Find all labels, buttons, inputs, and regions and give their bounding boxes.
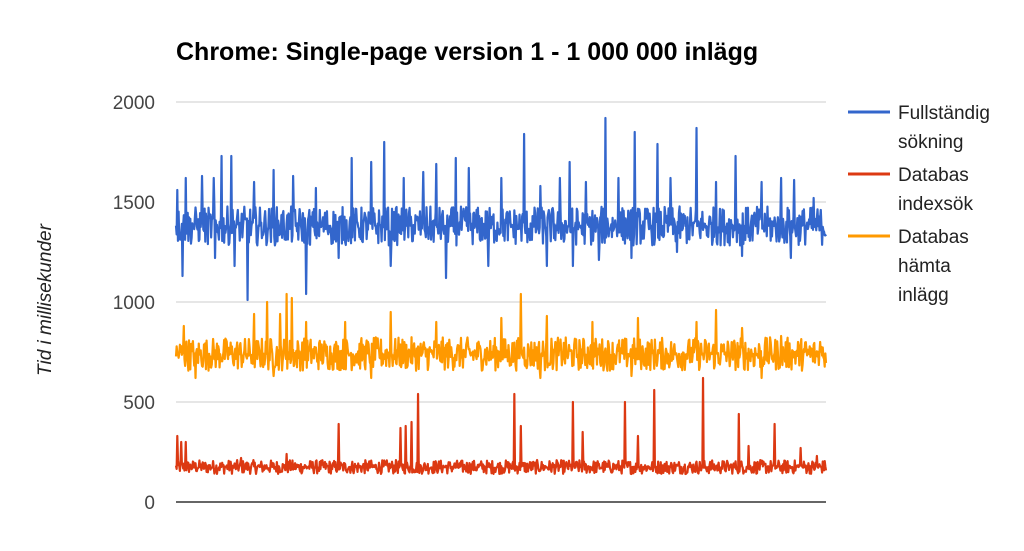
- y-tick-label: 0: [144, 493, 155, 514]
- series-line-0: [174, 116, 827, 302]
- legend: Fullständig sökning Databas indexsök Databas…: [848, 103, 990, 306]
- legend-label-2: Databas: [898, 227, 969, 248]
- legend-label-2: hämta: [898, 256, 951, 277]
- series-line-1: [174, 376, 828, 476]
- y-tick-label: 1000: [113, 293, 155, 314]
- series-lines: [174, 116, 828, 476]
- legend-label-0: sökning: [898, 132, 964, 153]
- y-tick-label: 2000: [113, 93, 155, 114]
- legend-label-1: indexsök: [898, 194, 973, 215]
- chart-title: Chrome: Single-page version 1 - 1 000 00…: [176, 38, 759, 66]
- series-line-2: [174, 292, 828, 380]
- legend-label-2: inlägg: [898, 285, 949, 306]
- y-axis-ticks: 0 500 1000 1500 2000: [113, 93, 155, 514]
- y-tick-label: 500: [123, 393, 155, 414]
- legend-label-0: Fullständig: [898, 103, 990, 124]
- y-tick-label: 1500: [113, 193, 155, 214]
- legend-label-1: Databas: [898, 165, 969, 186]
